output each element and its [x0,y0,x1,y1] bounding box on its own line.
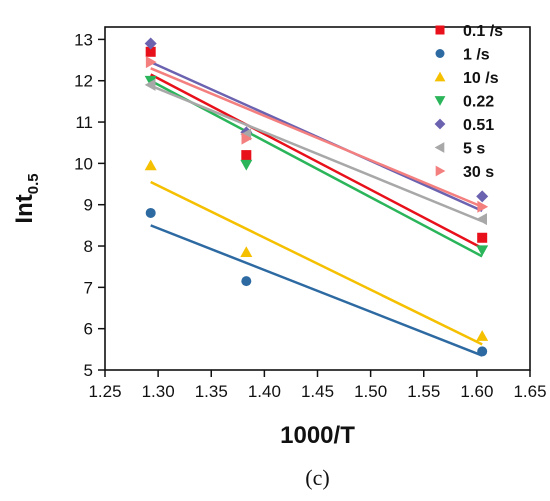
series-layer [144,37,489,357]
y-axis-title: Int0.5 [11,173,42,223]
data-point [240,159,253,171]
legend-label: 0.51 [463,117,494,134]
legend-marker [435,25,445,35]
y-tick-label: 7 [84,278,93,297]
x-tick-label: 1.25 [88,382,121,401]
legend-item: 0.51 [434,117,494,134]
tick-layer: 1.25 1.30 1.35 1.40 1.45 1.50 1.55 1.60 1.65 5 6 7 8… [74,30,546,401]
legend-label: 30 s [463,164,494,181]
fit-line [150,79,483,258]
data-point [476,213,487,226]
legend-item: 5 s [434,141,485,158]
data-point [240,246,253,258]
legend-marker [434,71,446,82]
legend-label: 1 /s [463,47,490,64]
y-axis-title-subscript: 0.5 [25,173,42,194]
figure-caption: (c) [305,465,329,490]
y-axis-title-main: Int [11,194,38,223]
series-0 [145,46,488,250]
x-tick-label: 1.30 [142,382,175,401]
legend-item: 1 /s [435,47,490,64]
legend-label: 5 s [463,141,485,158]
legend-item: 10 /s [434,70,499,87]
data-point [144,75,157,87]
legend: 0.1 /s 1 /s 10 /s 0.22 0.51 5 s 30 s [434,23,503,181]
data-point [241,150,252,161]
x-tick-label: 1.40 [248,382,281,401]
legend-item: 0.1 /s [435,23,503,40]
data-point [144,37,157,50]
y-tick-label: 12 [74,72,93,91]
y-tick-label: 10 [74,154,93,173]
legend-marker [434,96,446,106]
data-point [145,46,156,57]
y-tick-label: 5 [84,361,93,380]
x-tick-label: 1.65 [513,382,546,401]
data-point [144,78,156,91]
fit-line [150,73,483,250]
data-point [476,190,489,203]
legend-label: 0.22 [463,94,494,111]
fit-line [150,224,483,357]
x-tick-label: 1.60 [460,382,493,401]
fit-line [150,67,483,208]
legend-marker [434,142,445,153]
series-6 [145,56,489,213]
data-point [241,132,253,145]
data-point [477,232,488,243]
data-point [477,346,488,357]
x-tick-label: 1.35 [195,382,228,401]
fit-line [150,180,483,346]
y-tick-label: 8 [84,237,93,256]
legend-marker [435,165,446,177]
legend-label: 10 /s [463,70,499,87]
series-3 [144,75,489,258]
y-tick-label: 6 [84,320,93,339]
data-point [477,200,489,213]
x-axis-title: 1000/T [280,422,355,449]
legend-marker [435,49,445,58]
y-tick-label: 9 [84,196,93,215]
series-2 [144,159,489,346]
y-tick-label: 11 [75,113,93,132]
x-tick-label: 1.55 [407,382,440,401]
data-point [476,245,489,257]
data-point [241,276,252,287]
x-tick-label: 1.45 [301,382,334,401]
data-point [144,159,157,171]
data-point [145,207,156,218]
legend-label: 0.1 /s [463,23,503,40]
data-point [145,56,157,69]
legend-item: 0.22 [434,94,494,111]
y-tick-label: 13 [74,30,93,49]
x-tick-label: 1.50 [354,382,387,401]
fit-line [150,84,483,223]
legend-item: 30 s [435,164,494,181]
data-point [476,330,489,341]
series-1 [145,207,488,357]
legend-marker [434,118,446,130]
